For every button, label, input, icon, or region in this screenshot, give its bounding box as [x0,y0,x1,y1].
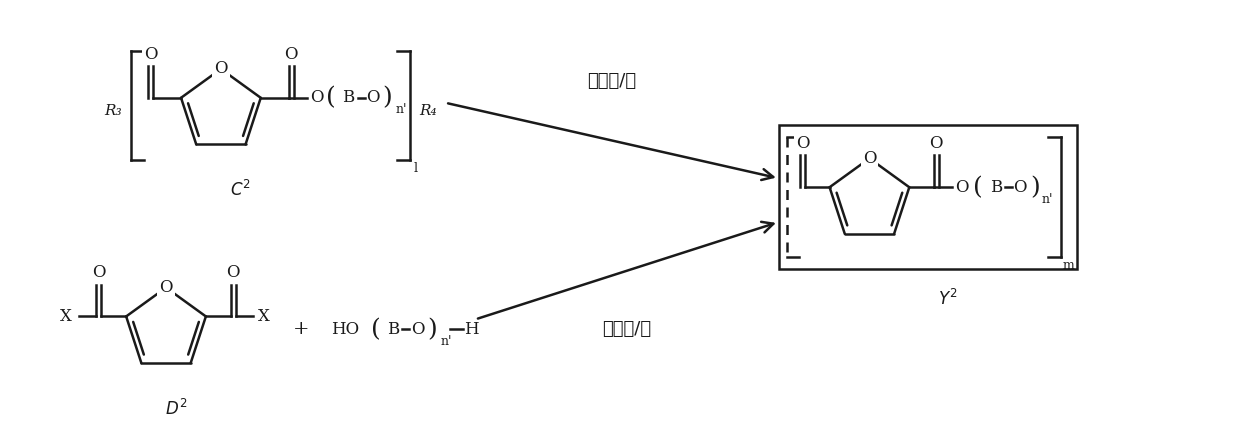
Text: ): ) [383,86,392,110]
Text: $D^2$: $D^2$ [165,399,187,419]
Text: O: O [310,89,324,106]
Text: O: O [955,179,968,196]
Text: O: O [159,279,172,296]
Text: ): ) [1030,176,1040,199]
Text: n': n' [396,103,407,116]
Text: $Y^2$: $Y^2$ [937,288,957,308]
Text: O: O [930,135,942,152]
Bar [779,125,1076,269]
Text: m: m [1063,259,1075,272]
Text: HO: HO [331,321,360,338]
Text: O: O [863,150,877,167]
Text: +: + [293,320,309,338]
Text: ): ) [428,318,438,341]
Text: O: O [410,321,424,338]
Text: 催化剂/碱: 催化剂/碱 [588,72,636,90]
Text: O: O [144,46,157,63]
Text: H: H [464,321,479,338]
Text: O: O [1013,179,1027,196]
Text: O: O [284,46,298,63]
Text: O: O [226,264,239,281]
Text: X: X [61,308,72,325]
Text: B: B [990,179,1002,196]
Text: O: O [366,89,379,106]
Text: n': n' [1042,193,1054,206]
Text: B: B [342,89,355,106]
Text: (: ( [973,176,983,199]
Text: l: l [413,162,418,175]
Text: B: B [387,321,399,338]
Text: R₄: R₄ [419,104,438,118]
Text: O: O [796,135,810,152]
Text: O: O [215,60,228,77]
Text: O: O [93,264,105,281]
Text: (: ( [326,86,336,110]
Text: $C^2$: $C^2$ [231,180,252,200]
Text: n': n' [440,335,451,348]
Text: X: X [258,308,269,325]
Text: (: ( [371,318,381,341]
Text: 催化剂/碱: 催化剂/碱 [603,320,651,338]
Text: R₃: R₃ [104,104,122,118]
